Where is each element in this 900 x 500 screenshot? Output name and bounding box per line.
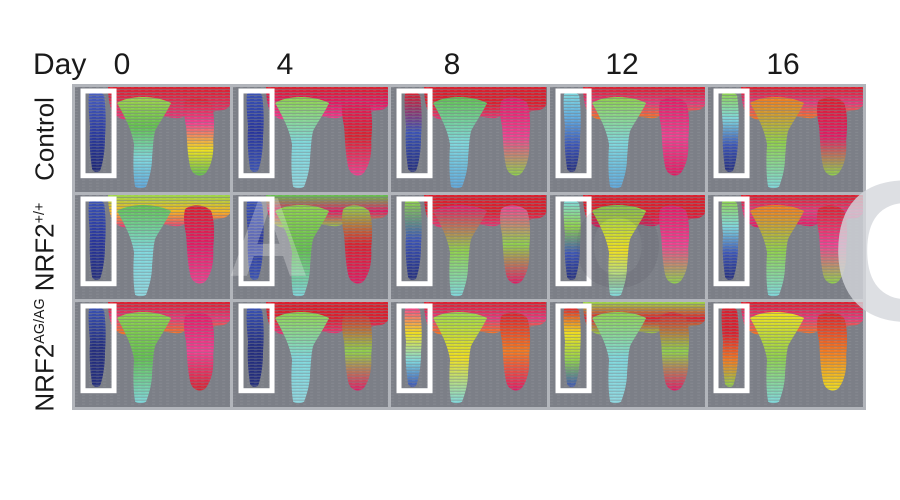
perfusion-heatmap-image bbox=[75, 87, 231, 192]
ischemic-limb-box bbox=[713, 88, 750, 179]
panel-nrf2-wt-day16 bbox=[707, 194, 863, 300]
panel-nrf2-agag-day4 bbox=[233, 302, 389, 407]
day-header-16: 16 bbox=[766, 48, 800, 81]
ischemic-limb-box bbox=[80, 303, 117, 394]
day-header-8: 8 bbox=[443, 48, 461, 81]
perfusion-heatmap-image bbox=[707, 194, 863, 300]
panel-grid bbox=[72, 84, 866, 410]
perfusion-heatmap-image bbox=[391, 87, 547, 192]
perfusion-heatmap-image bbox=[707, 302, 863, 407]
row-label-text: NRF2 bbox=[29, 223, 60, 292]
panel-control-day4 bbox=[233, 87, 389, 192]
perfusion-heatmap-image bbox=[549, 194, 705, 300]
row-label-control: Control bbox=[30, 97, 61, 181]
perfusion-heatmap-image bbox=[549, 87, 705, 192]
row-label-superscript: AG/AG bbox=[31, 298, 48, 344]
ischemic-limb-box bbox=[713, 303, 750, 394]
ischemic-limb-box bbox=[555, 196, 592, 286]
day-header-4: 4 bbox=[276, 48, 294, 81]
perfusion-heatmap-image bbox=[233, 194, 389, 300]
perfusion-heatmap-image bbox=[233, 302, 389, 407]
row-label-text: Control bbox=[29, 97, 60, 181]
panel-nrf2-agag-day16 bbox=[707, 302, 863, 407]
ischemic-limb-box bbox=[396, 88, 433, 179]
day-header-12: 12 bbox=[605, 48, 639, 81]
perfusion-heatmap-image bbox=[75, 302, 231, 407]
panel-nrf2-agag-day0 bbox=[75, 302, 231, 407]
panel-control-day12 bbox=[549, 87, 705, 192]
ischemic-limb-box bbox=[238, 196, 275, 286]
panel-control-day0 bbox=[75, 87, 231, 192]
panel-nrf2-agag-day12 bbox=[549, 302, 705, 407]
perfusion-heatmap-image bbox=[549, 302, 705, 407]
row-label-superscript: +/+ bbox=[31, 202, 48, 224]
ischemic-limb-box bbox=[80, 88, 117, 179]
ischemic-limb-box bbox=[80, 196, 117, 286]
row-label-nrf2-wt: NRF2+/+ bbox=[30, 203, 61, 292]
panel-nrf2-wt-day8 bbox=[391, 194, 547, 300]
perfusion-heatmap-image bbox=[391, 194, 547, 300]
ischemic-limb-box bbox=[713, 196, 750, 286]
panel-control-day16 bbox=[707, 87, 863, 192]
panel-nrf2-agag-day8 bbox=[391, 302, 547, 407]
ischemic-limb-box bbox=[238, 88, 275, 179]
day-header-0: 0 bbox=[113, 48, 131, 81]
perfusion-heatmap-image bbox=[391, 302, 547, 407]
ischemic-limb-box bbox=[396, 303, 433, 394]
ischemic-limb-box bbox=[555, 88, 592, 179]
day-label: Day bbox=[33, 48, 87, 81]
perfusion-heatmap-image bbox=[707, 87, 863, 192]
panel-nrf2-wt-day4 bbox=[233, 194, 389, 300]
perfusion-heatmap-image bbox=[75, 194, 231, 300]
panel-control-day8 bbox=[391, 87, 547, 192]
perfusion-heatmap-image bbox=[233, 87, 389, 192]
ischemic-limb-box bbox=[238, 303, 275, 394]
panel-nrf2-wt-day12 bbox=[549, 194, 705, 300]
ischemic-limb-box bbox=[396, 196, 433, 286]
ischemic-limb-box bbox=[555, 303, 592, 394]
row-label-nrf2-agag: NRF2AG/AG bbox=[30, 298, 61, 411]
row-label-text: NRF2 bbox=[29, 343, 60, 412]
panel-nrf2-wt-day0 bbox=[75, 194, 231, 300]
